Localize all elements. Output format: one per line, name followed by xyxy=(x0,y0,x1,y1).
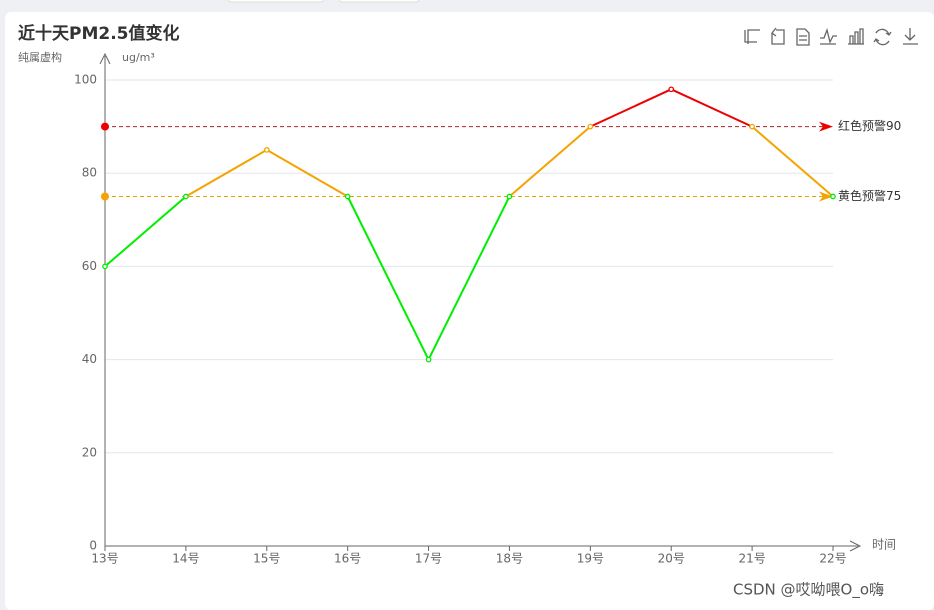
tab xyxy=(338,0,420,3)
tool-restore[interactable] xyxy=(873,28,892,46)
y-axis-arrow xyxy=(99,52,111,65)
tool-save[interactable] xyxy=(903,28,918,45)
y-tick-label: 100 xyxy=(74,73,97,87)
x-tick-label: 13号 xyxy=(91,552,118,566)
line-segment xyxy=(346,196,430,361)
y-unit: ug/m³ xyxy=(122,51,155,64)
x-tick-label: 18号 xyxy=(496,552,523,566)
tool-bar[interactable] xyxy=(848,28,864,45)
card xyxy=(5,12,934,610)
mark-line-start xyxy=(101,122,109,131)
line-segment xyxy=(104,195,187,268)
tool-line[interactable] xyxy=(820,27,837,45)
tool-data[interactable] xyxy=(796,28,810,46)
x-tick-label: 16号 xyxy=(334,552,361,566)
mark-line-label: 红色预警90 xyxy=(838,118,901,133)
mark-line-start xyxy=(101,192,109,201)
x-tick-label: 19号 xyxy=(577,552,604,566)
point xyxy=(506,193,513,200)
point xyxy=(183,193,189,200)
line-segment xyxy=(508,125,591,198)
line-segment xyxy=(185,149,268,198)
tool-zoom[interactable] xyxy=(744,29,760,44)
line-segment xyxy=(589,88,672,128)
mark-line-arrow xyxy=(819,191,833,202)
tab xyxy=(227,0,325,3)
line-segment xyxy=(751,125,834,198)
toolbox[interactable] xyxy=(744,27,918,46)
point xyxy=(830,193,836,200)
point xyxy=(425,356,432,363)
point xyxy=(263,147,270,153)
line-segment xyxy=(427,196,511,361)
x-tick-label: 15号 xyxy=(253,552,280,566)
tool-back[interactable] xyxy=(771,27,785,45)
x-axis-name: 时间 xyxy=(872,538,896,552)
mark-line-label: 黄色预警75 xyxy=(838,188,901,203)
line-segment xyxy=(670,88,753,128)
point xyxy=(749,123,755,130)
point xyxy=(102,263,108,270)
x-tick-label: 14号 xyxy=(172,552,199,566)
line-segment xyxy=(266,149,349,198)
x-tick-label: 22号 xyxy=(819,552,846,566)
y-tick-label: 20 xyxy=(82,445,97,459)
x-tick-label: 21号 xyxy=(738,552,765,566)
x-axis-arrow xyxy=(849,540,862,552)
x-tick-label: 20号 xyxy=(658,552,685,566)
point xyxy=(344,193,351,200)
y-tick-label: 0 xyxy=(89,539,97,553)
chart-title: 近十天PM2.5值变化 xyxy=(18,23,180,44)
y-tick-label: 80 xyxy=(82,166,97,180)
point xyxy=(668,86,675,93)
point xyxy=(587,123,594,130)
watermark: CSDN @哎呦喂O_o嗨 xyxy=(733,581,884,600)
mark-line-arrow xyxy=(819,121,833,132)
y-tick-label: 60 xyxy=(82,259,97,273)
y-tick-label: 40 xyxy=(82,352,97,366)
x-tick-label: 17号 xyxy=(415,552,442,566)
chart-subtitle: 纯属虚构 xyxy=(18,50,62,64)
